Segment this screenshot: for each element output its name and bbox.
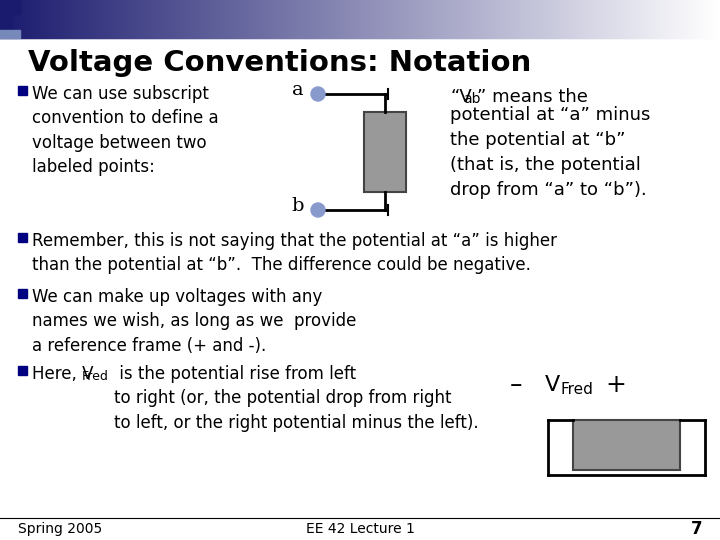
Text: Fred: Fred [560, 382, 593, 397]
Text: ” means the: ” means the [477, 88, 588, 106]
Text: Spring 2005: Spring 2005 [18, 522, 102, 536]
Bar [0, 30, 20, 38]
Text: +: + [605, 373, 626, 397]
Bar [364, 112, 406, 192]
Text: 7: 7 [690, 520, 702, 538]
Text: is the potential rise from left
to right (or, the potential drop from right
to l: is the potential rise from left to right… [114, 365, 479, 431]
Circle shape [311, 87, 325, 101]
Text: a: a [292, 81, 304, 99]
Text: potential at “a” minus
the potential at “b”
(that is, the potential
drop from “a: potential at “a” minus the potential at … [450, 106, 650, 199]
Bar [0, 0, 20, 14]
Text: “V: “V [450, 88, 472, 106]
Text: Remember, this is not saying that the potential at “a” is higher
than the potent: Remember, this is not saying that the po… [32, 232, 557, 274]
Bar [18, 366, 27, 375]
Circle shape [311, 203, 325, 217]
Text: b: b [292, 197, 304, 215]
Text: EE 42 Lecture 1: EE 42 Lecture 1 [305, 522, 415, 536]
Text: ab: ab [463, 92, 480, 106]
Bar [18, 233, 27, 242]
Bar [573, 420, 680, 470]
Text: We can make up voltages with any
names we wish, as long as we  provide
a referen: We can make up voltages with any names w… [32, 288, 356, 355]
Text: Voltage Conventions: Notation: Voltage Conventions: Notation [28, 49, 531, 77]
Text: We can use subscript
convention to define a
voltage between two
labeled points:: We can use subscript convention to defin… [32, 85, 219, 176]
Text: Fred: Fred [82, 370, 109, 383]
Text: V: V [545, 375, 560, 395]
Text: –: – [510, 373, 523, 397]
Bar [18, 289, 27, 298]
Bar [0, 16, 12, 29]
Bar [18, 86, 27, 95]
Text: Here, V: Here, V [32, 365, 94, 383]
